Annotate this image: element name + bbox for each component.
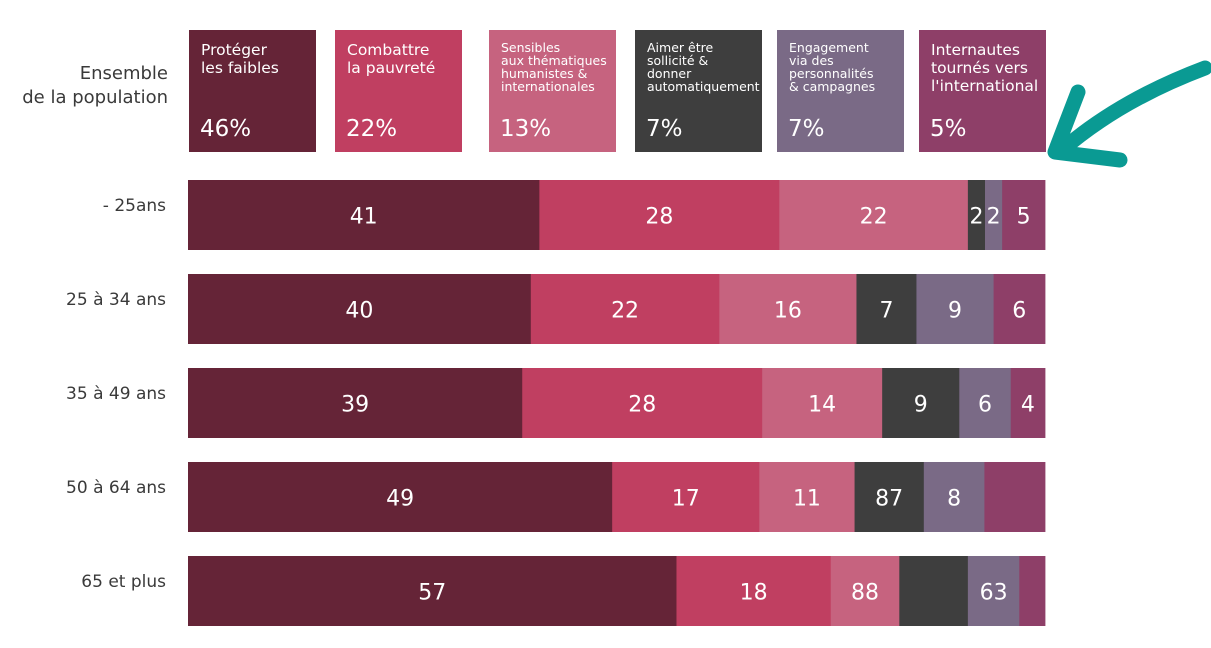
bar-value-label: 7 <box>879 299 893 324</box>
segment-name-line: & campagnes <box>789 79 876 94</box>
bar-value-label: 28 <box>645 205 673 230</box>
segment-box: Internautes tournés vers l'international 5% <box>919 30 1046 152</box>
bar-segment <box>612 462 760 532</box>
bar-value-label: 8 <box>947 487 961 512</box>
segment-name-line: aux thématiques <box>501 53 607 68</box>
bar-value-label: 87 <box>875 487 903 512</box>
age-group-label: 25 à 34 ans <box>66 290 166 310</box>
segment-name-line: Protéger <box>201 41 267 59</box>
bar-segment <box>188 274 532 344</box>
age-group-label: 65 et plus <box>81 572 166 592</box>
bar-segment <box>188 368 523 438</box>
segment-name-line: internationales <box>501 79 595 94</box>
segment-name-line: Engagement <box>789 40 869 55</box>
bar-value-label: 49 <box>386 487 414 512</box>
bar-segment <box>188 556 677 626</box>
bar-segment <box>759 462 855 532</box>
segment-name-line: Combattre <box>347 41 430 59</box>
segment-name-line: donner <box>647 66 692 81</box>
bar-segment <box>959 368 1012 438</box>
bar-segment <box>899 556 969 626</box>
segment-name-line: Internautes <box>931 41 1020 59</box>
segment-percentage: 7% <box>788 116 825 142</box>
segment-box: Engagement via des personnalités & campagne… <box>777 30 904 152</box>
segment-percentage: 13% <box>500 116 552 142</box>
bar-value-label: 22 <box>860 205 888 230</box>
bar-segment <box>856 274 917 344</box>
bar-value-label: 6 <box>978 393 992 418</box>
bar-segment <box>522 368 763 438</box>
segment-name-line: personnalités <box>789 66 874 81</box>
bar-segment <box>719 274 857 344</box>
bar-segment <box>530 274 720 344</box>
segment-name-line: tournés vers <box>931 59 1029 77</box>
segment-percentage: 5% <box>930 116 967 142</box>
overall-population-label: Ensemble de la population <box>0 62 168 110</box>
bar-segment <box>923 462 985 532</box>
segment-name-line: la pauvreté <box>347 59 436 77</box>
bar-value-label: 2 <box>969 205 983 230</box>
bar-value-label: 41 <box>350 205 378 230</box>
segment-box: Aimer être sollicité & donner automatiqueme… <box>635 30 762 152</box>
bar-segment <box>882 368 960 438</box>
bar-segment <box>1002 180 1046 250</box>
bar-value-label: 40 <box>345 299 373 324</box>
bar-segment <box>188 180 540 250</box>
overall-population-label-line2: de la population <box>22 87 168 108</box>
age-group-label: - 25ans <box>102 196 166 216</box>
overall-population-label-line1: Ensemble <box>79 63 168 84</box>
segment-name-line: Aimer être <box>647 40 714 55</box>
segment-box: Combattre la pauvreté 22% <box>335 30 462 152</box>
age-group-label: 50 à 64 ans <box>66 478 166 498</box>
segment-name-line: sollicité & <box>647 53 709 68</box>
bar-segment <box>984 462 1046 532</box>
bar-segment <box>985 180 1003 250</box>
bar-segment <box>830 556 900 626</box>
bar-segment <box>967 180 986 250</box>
bar-value-label: 14 <box>808 393 836 418</box>
bar-value-label: 9 <box>914 393 928 418</box>
bar-segment <box>779 180 969 250</box>
bar-value-label: 2 <box>987 205 1001 230</box>
bar-value-label: 22 <box>611 299 639 324</box>
bar-value-label: 5 <box>1017 205 1031 230</box>
segment-percentage: 22% <box>346 116 398 142</box>
bar-segment <box>676 556 832 626</box>
segment-percentage: 7% <box>646 116 683 142</box>
bar-value-label: 28 <box>628 393 656 418</box>
bar-segment <box>762 368 883 438</box>
bar-value-label: 16 <box>774 299 802 324</box>
bar-segment <box>916 274 994 344</box>
bar-segment <box>1019 556 1046 626</box>
segment-name-line: l'international <box>931 77 1039 95</box>
arrow-icon <box>1047 60 1211 168</box>
bar-value-label: 39 <box>341 393 369 418</box>
segment-name-line: via des <box>789 53 834 68</box>
bar-value-label: 57 <box>418 581 446 606</box>
segment-name-line: les faibles <box>201 59 279 77</box>
bar-value-label: 11 <box>793 487 821 512</box>
segment-name-line: automatiquement <box>647 79 760 94</box>
bar-segment <box>993 274 1046 344</box>
segment-name-line: Sensibles <box>501 40 561 55</box>
bar-segment <box>854 462 925 532</box>
bar-value-label: 9 <box>948 299 962 324</box>
segment-percentage: 46% <box>200 116 252 142</box>
segment-name-line: humanistes & <box>501 66 588 81</box>
bar-segment <box>1010 368 1046 438</box>
bar-value-label: 18 <box>740 581 768 606</box>
segment-box: Protéger les faibles 46% <box>189 30 316 152</box>
bar-value-label: 63 <box>980 581 1008 606</box>
age-group-label: 35 à 49 ans <box>66 384 166 404</box>
bar-value-label: 88 <box>851 581 879 606</box>
segment-box: Sensibles aux thématiques humanistes & inte… <box>489 30 616 152</box>
bar-value-label: 6 <box>1012 299 1026 324</box>
bar-segment <box>188 462 613 532</box>
bar-segment <box>539 180 780 250</box>
bar-segment <box>967 556 1020 626</box>
bar-value-label: 17 <box>672 487 700 512</box>
bar-value-label: 4 <box>1021 393 1035 418</box>
